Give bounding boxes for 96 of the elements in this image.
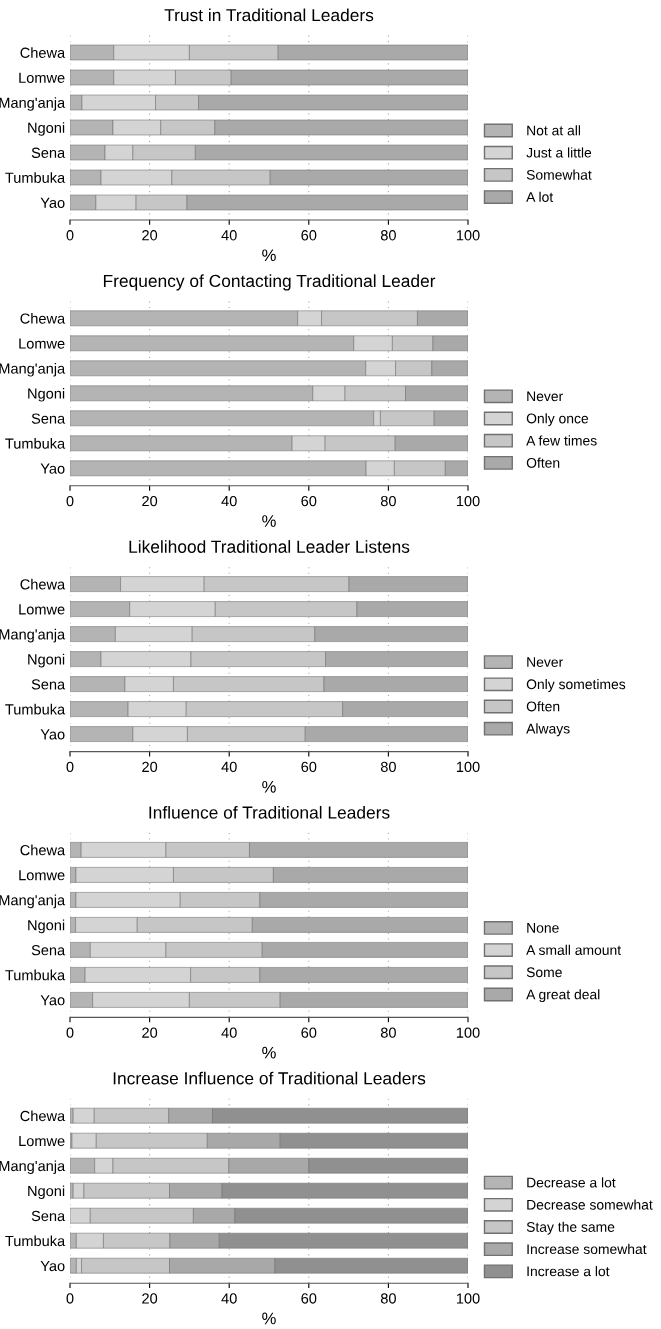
- chart-title: Frequency of Contacting Traditional Leader: [103, 274, 436, 291]
- x-tick-label: 40: [221, 1027, 237, 1038]
- legend-label: A great deal: [526, 989, 600, 1003]
- legend-label: Decrease a lot: [527, 1177, 616, 1188]
- x-tick-label: 100: [456, 1293, 480, 1304]
- x-tick-label: 60: [301, 1027, 317, 1038]
- x-tick-label: 20: [142, 1027, 158, 1038]
- x-tick-label: 100: [456, 1027, 480, 1038]
- x-tick-label: 40: [221, 761, 237, 773]
- legend-label: Often: [526, 457, 560, 468]
- y-tick-label: Ngoni: [28, 122, 65, 136]
- x-tick-label: 100: [456, 761, 480, 773]
- legend-label: Some: [526, 967, 562, 978]
- y-tick-label: Chewa: [20, 313, 66, 324]
- chart-title: Trust in Traditional Leaders: [164, 8, 374, 22]
- y-tick-label: Ngoni: [28, 388, 65, 402]
- x-tick-label: 60: [301, 495, 317, 507]
- y-tick-label: Tumbuka: [5, 1235, 66, 1247]
- chart-title: Likelihood Traditional Leader Listens: [129, 540, 410, 553]
- legend-label: None: [527, 923, 559, 933]
- y-tick-label: Yao: [40, 463, 65, 474]
- y-tick-label: Yao: [40, 729, 65, 740]
- y-tick-label: Tumbuka: [5, 703, 66, 715]
- y-tick-label: Yao: [40, 995, 65, 1006]
- legend-label: Never: [527, 657, 563, 667]
- x-tick-label: 0: [66, 1027, 74, 1038]
- x-tick-label: 40: [221, 495, 237, 507]
- x-tick-label: 60: [301, 761, 317, 773]
- y-tick-label: Mang'anja: [0, 363, 66, 377]
- x-axis-title: %: [262, 780, 276, 793]
- x-tick-label: 100: [456, 495, 480, 507]
- x-tick-label: 60: [301, 1293, 317, 1304]
- y-tick-label: Lomwe: [19, 338, 65, 349]
- legend-label: Not at all: [527, 125, 581, 136]
- y-tick-label: Tumbuka: [5, 438, 66, 449]
- x-tick-label: 80: [380, 1027, 396, 1038]
- y-tick-label: Lomwe: [19, 870, 65, 881]
- legend-label: Always: [526, 723, 570, 737]
- y-tick-label: Ngoni: [28, 919, 65, 934]
- x-tick-label: 20: [142, 495, 158, 507]
- y-tick-label: Yao: [40, 1260, 65, 1272]
- x-tick-label: 0: [66, 761, 74, 773]
- legend-label: Just a little: [526, 147, 592, 158]
- legend-label: Only once: [526, 413, 589, 427]
- legend-label: Never: [527, 391, 563, 402]
- legend-label: A lot: [526, 191, 554, 202]
- chart-title: Influence of Traditional Leaders: [149, 805, 390, 819]
- x-tick-label: 20: [142, 1293, 158, 1304]
- y-tick-label: Tumbuka: [5, 969, 66, 981]
- x-axis-title: %: [262, 1046, 276, 1059]
- y-tick-label: Ngoni: [28, 653, 65, 668]
- x-tick-label: 0: [66, 1293, 74, 1304]
- y-tick-label: Chewa: [20, 1110, 66, 1122]
- x-tick-label: 80: [380, 761, 396, 773]
- y-tick-label: Tumbuka: [5, 172, 66, 183]
- legend-label: Often: [526, 701, 560, 712]
- y-tick-label: Mang'anja: [0, 628, 66, 643]
- x-tick-label: 80: [380, 230, 396, 241]
- x-tick-label: 40: [221, 1293, 237, 1304]
- legend-label: A few times: [526, 435, 597, 446]
- x-tick-label: 100: [456, 230, 480, 241]
- x-axis-title: %: [262, 249, 276, 262]
- x-tick-label: 40: [221, 230, 237, 241]
- x-tick-label: 20: [142, 761, 158, 773]
- x-tick-label: 0: [66, 495, 74, 507]
- y-tick-label: Lomwe: [19, 604, 65, 615]
- x-axis-title: %: [262, 1312, 276, 1325]
- x-tick-label: 60: [301, 230, 317, 241]
- legend-label: Increase a lot: [527, 1266, 610, 1277]
- x-tick-label: 80: [380, 495, 396, 507]
- y-tick-label: Lomwe: [19, 1135, 65, 1147]
- y-tick-label: Mang'anja: [0, 1160, 66, 1175]
- y-tick-label: Sena: [31, 413, 66, 424]
- x-tick-label: 0: [66, 230, 74, 241]
- y-tick-label: Chewa: [20, 47, 66, 58]
- legend-label: Increase somewhat: [527, 1243, 647, 1255]
- y-tick-label: Ngoni: [28, 1185, 65, 1200]
- y-tick-label: Mang'anja: [0, 894, 66, 909]
- x-tick-label: 80: [380, 1293, 396, 1304]
- chart-title: Increase Influence of Traditional Leaders: [113, 1071, 426, 1085]
- x-axis-title: %: [262, 515, 276, 527]
- legend-label: Somewhat: [526, 169, 592, 180]
- y-tick-label: Sena: [31, 945, 66, 956]
- legend-label: Only sometimes: [526, 678, 626, 692]
- legend-label: Decrease somewhat: [527, 1199, 653, 1210]
- y-tick-label: Sena: [31, 147, 66, 158]
- y-tick-label: Chewa: [20, 844, 66, 856]
- y-tick-label: Yao: [40, 197, 65, 208]
- y-tick-label: Chewa: [20, 578, 66, 590]
- y-tick-label: Lomwe: [19, 72, 65, 83]
- legend-label: Stay the same: [526, 1221, 615, 1235]
- y-tick-label: Mang'anja: [0, 97, 66, 111]
- x-tick-label: 20: [142, 230, 158, 241]
- y-tick-label: Sena: [31, 1210, 66, 1222]
- legend-label: A small amount: [526, 944, 621, 955]
- y-tick-label: Sena: [31, 679, 66, 690]
